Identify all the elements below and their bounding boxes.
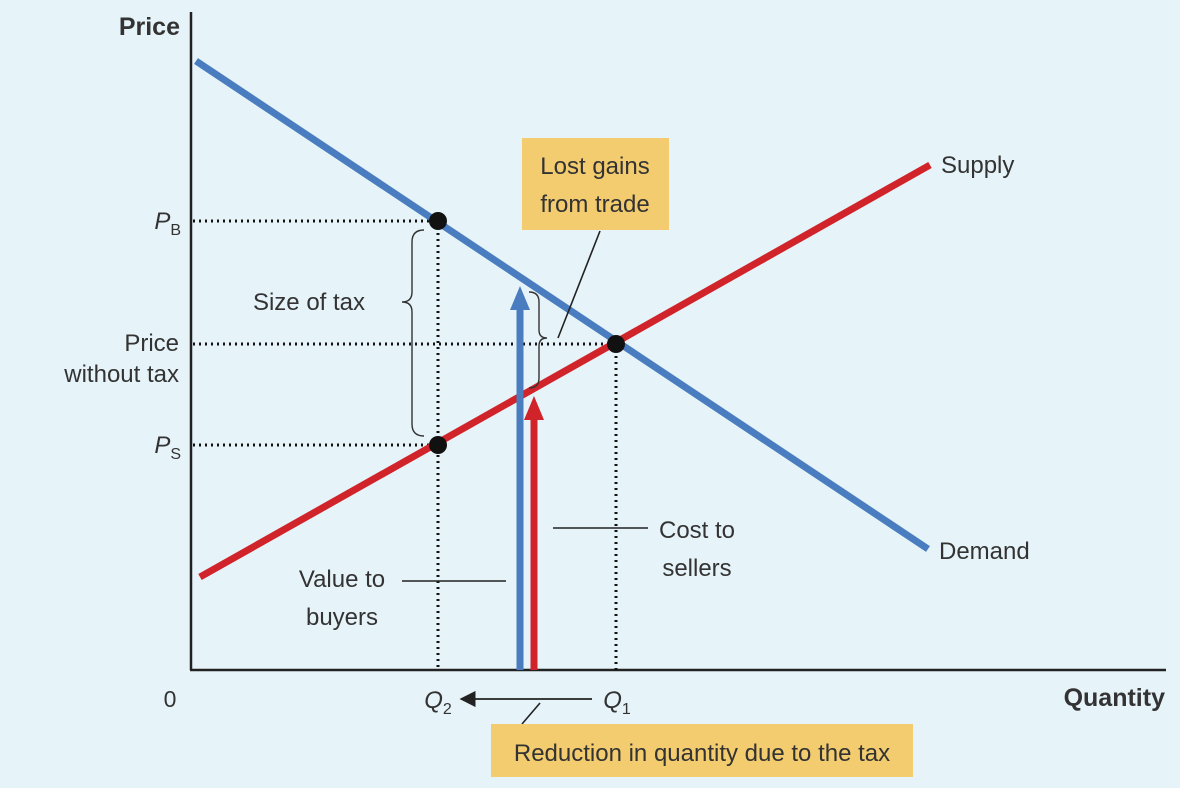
no-tax-price-label-1: Price [124, 330, 179, 357]
demand-curve [194, 58, 930, 552]
no-tax-price-label-2: without tax [63, 361, 179, 388]
q2-label: Q2 [424, 687, 452, 718]
ps-label: PS [154, 432, 181, 463]
equilibrium-point [607, 335, 625, 353]
seller-price-point [429, 436, 447, 454]
size-of-tax-brace [401, 229, 425, 437]
cost-arrow-head [524, 396, 544, 420]
buyer-price-point [429, 212, 447, 230]
pb-label: PB [154, 208, 181, 239]
q1-label: Q1 [603, 687, 631, 718]
y-axis-title: Price [119, 13, 180, 41]
dotted-guides [193, 219, 618, 670]
cost-to-sellers-label-1: Cost to [659, 517, 735, 544]
supply-label: Supply [941, 152, 1014, 179]
supply-curve [198, 161, 932, 581]
reduction-callout [491, 724, 913, 777]
value-to-buyers-label-2: buyers [306, 604, 378, 631]
lost-gains-callout [522, 138, 669, 230]
lost-gains-leader [557, 230, 601, 339]
value-arrow-head [510, 286, 530, 310]
x-axis-title: Quantity [1064, 684, 1165, 712]
reduction-label: Reduction in quantity due to the tax [514, 740, 890, 767]
size-of-tax-label: Size of tax [253, 289, 365, 316]
cost-to-sellers-label-2: sellers [662, 555, 731, 582]
lost-gains-label-1: Lost gains [540, 153, 649, 180]
origin-label: 0 [164, 686, 177, 712]
demand-label: Demand [939, 538, 1030, 565]
reduction-leader [521, 702, 541, 725]
value-to-buyers-label-1: Value to [299, 566, 385, 593]
lost-gains-label-2: from trade [540, 191, 649, 218]
lost-gains-brace [528, 291, 548, 389]
